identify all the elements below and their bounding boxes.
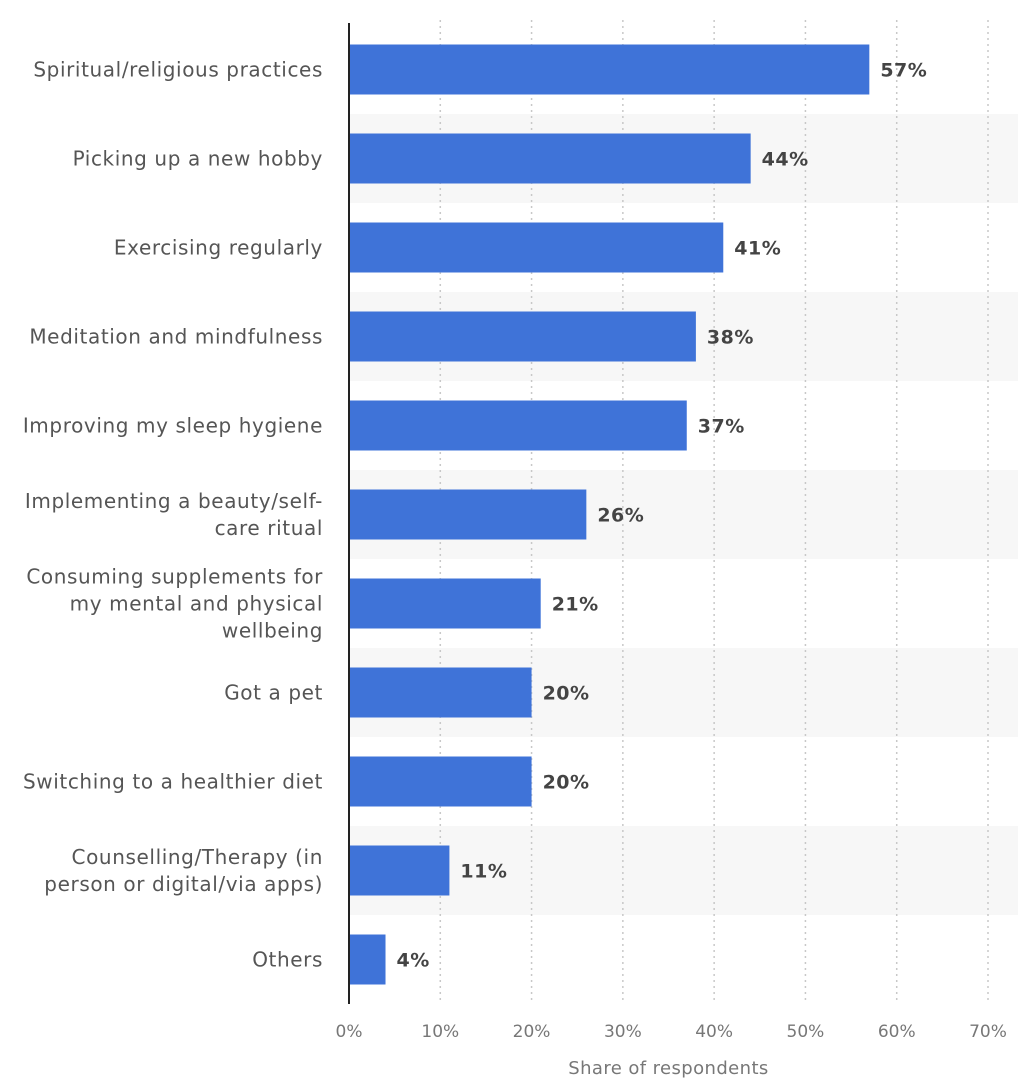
category-label: Implementing a beauty/self- xyxy=(25,489,323,513)
x-tick-label: 30% xyxy=(604,1022,642,1042)
category-label: person or digital/via apps) xyxy=(44,872,323,896)
category-label: Got a pet xyxy=(224,681,323,705)
bar xyxy=(349,934,386,985)
value-labels: 57% 44% 41% 38% 37% 26% 21% 20% 20% 11% 4% xyxy=(397,60,927,972)
x-tick-label: 70% xyxy=(969,1022,1007,1042)
data-label: 20% xyxy=(543,772,590,794)
category-label: Meditation and mindfulness xyxy=(29,325,323,349)
x-axis-title: Share of respondents xyxy=(568,1058,768,1079)
data-label: 4% xyxy=(397,950,430,972)
bar xyxy=(349,756,532,807)
category-label: Exercising regularly xyxy=(114,236,323,260)
category-labels: Spiritual/religious practices Picking up … xyxy=(23,58,323,972)
bar xyxy=(349,133,751,184)
data-label: 37% xyxy=(698,416,745,438)
bar xyxy=(349,222,724,273)
bars xyxy=(349,44,870,985)
bar xyxy=(349,578,541,629)
data-label: 20% xyxy=(543,683,590,705)
category-label: Counselling/Therapy (in xyxy=(72,845,323,869)
x-tick-label: 0% xyxy=(336,1022,363,1042)
data-label: 44% xyxy=(762,149,809,171)
category-label: Others xyxy=(252,948,323,972)
data-label: 21% xyxy=(552,594,599,616)
data-label: 38% xyxy=(707,327,754,349)
category-label: Improving my sleep hygiene xyxy=(23,414,323,438)
data-label: 11% xyxy=(460,861,507,883)
category-label: my mental and physical xyxy=(70,592,323,616)
x-tick-label: 40% xyxy=(695,1022,733,1042)
bar xyxy=(349,845,450,896)
x-tick-label: 60% xyxy=(878,1022,916,1042)
bar xyxy=(349,44,870,95)
x-tick-label: 10% xyxy=(421,1022,459,1042)
bar xyxy=(349,400,687,451)
category-label: Picking up a new hobby xyxy=(73,147,323,171)
category-label: wellbeing xyxy=(222,619,323,643)
data-label: 26% xyxy=(597,505,644,527)
bar xyxy=(349,311,696,362)
data-label: 41% xyxy=(734,238,781,260)
category-label: care ritual xyxy=(215,516,323,540)
bar xyxy=(349,667,532,718)
x-tick-label: 20% xyxy=(513,1022,551,1042)
category-label: Spiritual/religious practices xyxy=(33,58,323,82)
category-label: Consuming supplements for xyxy=(26,565,323,589)
data-label: 57% xyxy=(880,60,927,82)
bar xyxy=(349,489,587,540)
category-label: Switching to a healthier diet xyxy=(23,770,323,794)
x-tick-labels: 0% 10% 20% 30% 40% 50% 60% 70% xyxy=(336,1022,1007,1042)
row-band xyxy=(349,826,1018,915)
x-tick-label: 50% xyxy=(787,1022,825,1042)
